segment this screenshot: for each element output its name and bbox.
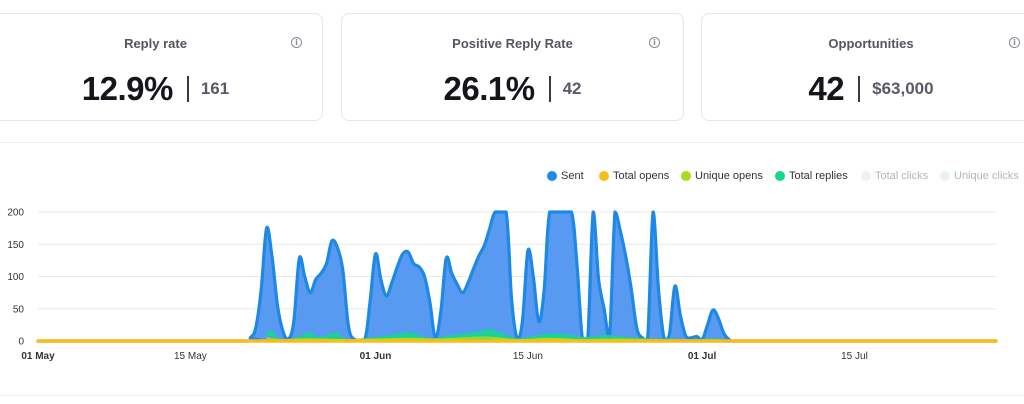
sent-activity-chart: 0 50 100 150 200 01 May 15 May 01 Jun 15 Jun 01 J… <box>7 208 998 363</box>
card-value-line: 42 $63,000 <box>702 70 1024 108</box>
legend-item-sent[interactable]: Sent <box>547 170 584 182</box>
legend-label: Total opens <box>613 170 670 182</box>
legend-item-total-replies[interactable]: Total replies <box>775 170 848 182</box>
chart-series <box>36 210 998 343</box>
positive-reply-rate-value: 26.1% <box>443 70 536 107</box>
chart-axes: 0 50 100 150 200 01 May 15 May 01 Jun 15 Jun 01 J… <box>7 208 868 363</box>
x-tick-label: 01 May <box>21 351 55 362</box>
legend-item-unique-opens[interactable]: Unique opens <box>681 170 763 182</box>
opportunities-card[interactable]: Opportunities i 42 $63,000 <box>701 13 1024 121</box>
y-tick-label: 150 <box>7 240 24 251</box>
value-divider <box>548 76 551 102</box>
info-icon[interactable]: i <box>1009 37 1020 48</box>
card-label: Reply rate <box>124 36 187 51</box>
x-tick-label: 01 Jun <box>360 351 392 362</box>
x-tick-label: 15 May <box>174 351 207 362</box>
legend-label: Unique clicks <box>954 170 1019 182</box>
legend-label: Total replies <box>789 170 848 182</box>
legend-dot <box>861 171 871 181</box>
opportunities-value: 42 <box>808 70 845 107</box>
card-value-line: 26.1% 42 <box>342 70 683 108</box>
legend-label: Unique opens <box>695 170 763 182</box>
legend-dot <box>599 171 609 181</box>
card-value-line: 12.9% 161 <box>0 70 322 108</box>
x-tick-label: 15 Jun <box>513 351 543 362</box>
opportunities-amount-value: $63,000 <box>872 79 934 98</box>
reply-rate-card[interactable]: Reply rate i 12.9% 161 <box>0 13 323 121</box>
legend-label: Total clicks <box>875 170 929 182</box>
legend-item-unique-clicks[interactable]: Unique clicks <box>940 170 1019 182</box>
chart-legend: Sent Total opens Unique opens Total repl… <box>0 170 1024 184</box>
y-tick-label: 50 <box>13 304 25 315</box>
card-label: Positive Reply Rate <box>452 36 573 51</box>
x-tick-label: 01 Jul <box>688 351 717 362</box>
legend-item-total-clicks[interactable]: Total clicks <box>861 170 928 182</box>
positive-reply-rate-card[interactable]: Positive Reply Rate i 26.1% 42 <box>341 13 684 121</box>
chart-panel <box>0 142 1024 396</box>
legend-dot <box>775 171 785 181</box>
legend-item-total-opens[interactable]: Total opens <box>599 170 669 182</box>
y-tick-label: 100 <box>7 272 24 283</box>
info-icon[interactable]: i <box>291 37 302 48</box>
x-tick-label: 15 Jul <box>841 351 868 362</box>
sent-series-line <box>36 210 998 343</box>
legend-dot <box>681 171 691 181</box>
legend-dot <box>940 171 950 181</box>
positive-reply-count-value: 42 <box>562 79 582 98</box>
stats-row: Reply rate i 12.9% 161 Positive Reply Ra… <box>0 13 1024 123</box>
value-divider <box>858 76 861 102</box>
card-label: Opportunities <box>828 36 914 51</box>
y-tick-label: 200 <box>7 208 24 219</box>
chart-grid <box>38 211 996 342</box>
y-tick-label: 0 <box>18 337 24 348</box>
info-icon[interactable]: i <box>649 37 660 48</box>
reply-rate-value: 12.9% <box>81 70 174 107</box>
value-divider <box>186 76 189 102</box>
legend-label: Sent <box>561 170 584 182</box>
reply-count-value: 161 <box>200 79 230 98</box>
legend-dot <box>547 171 557 181</box>
